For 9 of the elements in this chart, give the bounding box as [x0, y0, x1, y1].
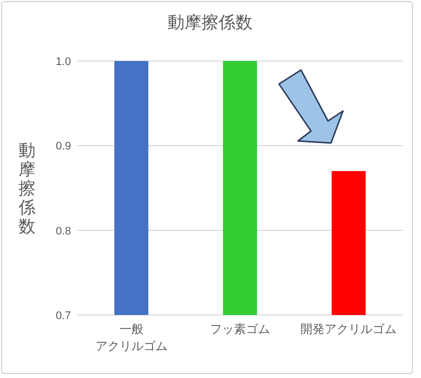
y-axis-title: 動摩擦係数 [18, 141, 36, 236]
y-tick-label: 1.0 [56, 56, 71, 68]
y-tick-label: 0.9 [56, 140, 71, 153]
y-tick-label: 0.7 [56, 310, 71, 322]
x-tick-label: フッ素ゴム [209, 321, 271, 338]
chart-title: 動摩擦係数 [168, 13, 252, 32]
x-tick-label: 開発アクリルゴム [300, 321, 398, 338]
y-tick-label: 0.8 [56, 225, 71, 238]
x-tick-label: 一般アクリルゴム [94, 321, 168, 355]
